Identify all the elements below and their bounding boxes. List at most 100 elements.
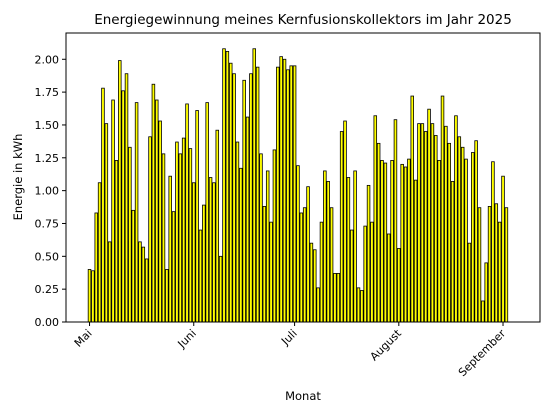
bar [124, 73, 129, 323]
bar [380, 160, 384, 323]
bar [343, 120, 347, 323]
bar [494, 203, 499, 323]
bar [222, 48, 226, 323]
bar [437, 160, 441, 323]
bar [265, 170, 270, 323]
bar [366, 184, 371, 323]
bar [454, 115, 458, 323]
bar [349, 229, 354, 323]
bar [215, 129, 220, 323]
bar [212, 182, 216, 323]
bar [400, 163, 404, 323]
bar [141, 246, 146, 323]
bar [413, 179, 418, 323]
bar [360, 290, 364, 323]
bar [460, 146, 465, 323]
bar [467, 242, 472, 323]
y-tick-label: 2.00 [35, 53, 60, 66]
bar [255, 66, 260, 323]
bar [249, 73, 253, 323]
bar [168, 175, 172, 323]
bar [423, 131, 428, 323]
bar [225, 50, 230, 323]
bar [336, 272, 341, 323]
bar [228, 62, 233, 323]
bar [178, 153, 183, 323]
bar [407, 158, 411, 323]
bar [474, 140, 478, 323]
bar [484, 262, 488, 323]
y-tick-label: 1.25 [35, 152, 60, 165]
bar [386, 233, 391, 323]
bar [134, 102, 139, 323]
bar [289, 65, 293, 323]
bar [245, 116, 250, 323]
bar [282, 58, 287, 323]
y-tick-label: 1.50 [35, 119, 60, 132]
bar [276, 66, 280, 323]
bar [175, 141, 179, 323]
bar [181, 137, 186, 323]
bar [457, 136, 462, 323]
y-tick-label: 1.75 [35, 86, 60, 99]
y-axis: 0.00 0.25 0.50 0.75 1.00 1.25 1.50 1.75 2.00 [35, 53, 66, 329]
x-axis-label: Monat [285, 389, 321, 403]
bar [138, 241, 142, 323]
bar [188, 148, 193, 323]
bar [313, 249, 317, 323]
bar [403, 166, 408, 323]
bar [464, 158, 468, 323]
bar [430, 123, 435, 323]
bar [440, 95, 445, 323]
bar [397, 248, 401, 323]
bar [252, 48, 257, 323]
bar [259, 153, 263, 323]
y-axis-label: Energie in kWh [11, 134, 25, 221]
bar [306, 186, 310, 323]
bar [497, 221, 502, 323]
bar [94, 212, 99, 323]
bar [208, 177, 213, 323]
bar [434, 135, 438, 323]
bar [114, 160, 119, 323]
bar [427, 108, 431, 323]
bar [165, 269, 169, 323]
bar [151, 83, 156, 323]
y-tick-label: 0.50 [35, 250, 60, 263]
y-tick-label: 0.25 [35, 283, 60, 296]
bar [158, 120, 162, 323]
bar [383, 162, 388, 323]
bar [471, 152, 475, 323]
bar [329, 207, 334, 323]
y-tick-label: 0.00 [35, 316, 60, 329]
bar [501, 175, 505, 323]
bar [302, 207, 307, 323]
bar [292, 65, 297, 323]
bar [393, 119, 398, 323]
bar [410, 95, 415, 323]
bar [487, 205, 492, 323]
bar [195, 110, 199, 323]
bar [296, 165, 300, 323]
bar [373, 115, 378, 323]
bar [144, 258, 149, 323]
bar [97, 182, 102, 323]
bar [326, 181, 330, 323]
bar [131, 209, 135, 323]
bar [218, 255, 223, 323]
bar [191, 182, 196, 323]
bar [235, 141, 240, 323]
bar [148, 136, 152, 323]
bar [323, 170, 327, 323]
bar [339, 131, 344, 323]
bar [417, 123, 421, 323]
bar [269, 221, 273, 323]
bar [239, 167, 243, 323]
bar [450, 181, 455, 323]
bar [356, 287, 361, 323]
y-tick-label: 0.75 [35, 217, 60, 230]
bar [205, 102, 209, 323]
bar [299, 212, 304, 323]
bar [319, 221, 324, 323]
